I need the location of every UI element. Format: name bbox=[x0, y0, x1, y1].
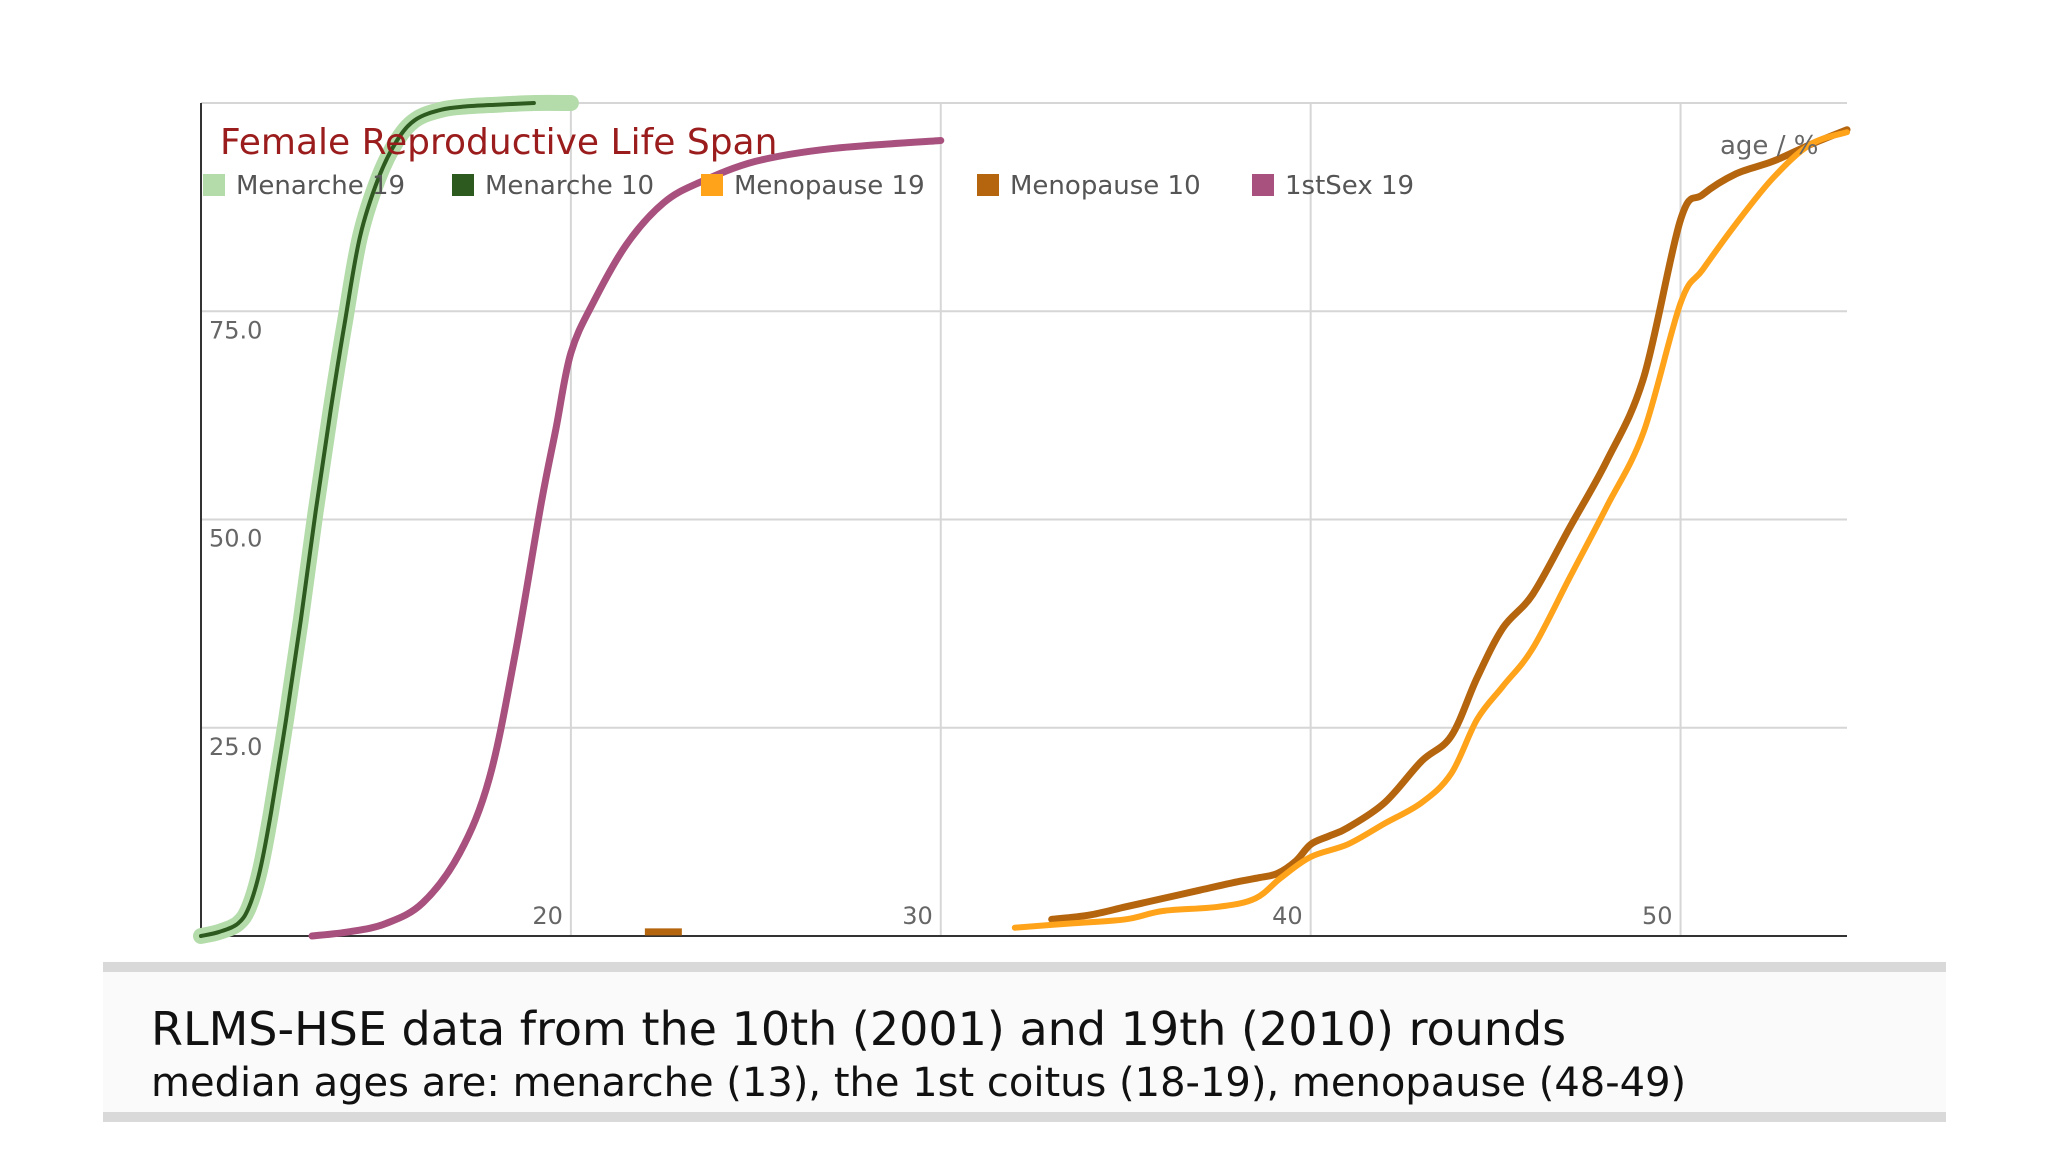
y-tick-label: 25.0 bbox=[209, 733, 262, 761]
legend: Menarche 19 Menarche 10 Menopause 19 Menopa… bbox=[203, 171, 1414, 201]
legend-label: Menopause 19 bbox=[734, 171, 925, 201]
x-tick-label: 40 bbox=[1272, 902, 1303, 930]
legend-label: Menarche 10 bbox=[485, 171, 654, 201]
series-line-menarche-10 bbox=[199, 101, 536, 938]
tick-labels: 20 30 40 50 25.0 50.0 75.0 bbox=[209, 316, 1673, 930]
series-line-menopause-10 bbox=[1048, 126, 1851, 923]
legend-swatch bbox=[977, 174, 999, 196]
series-line-1stsex-19 bbox=[308, 137, 945, 940]
y-tick-label: 50.0 bbox=[209, 525, 262, 553]
series-line-menopause-19 bbox=[1011, 129, 1850, 931]
chart-title: Female Reproductive Life Span bbox=[220, 122, 777, 163]
legend-swatch bbox=[452, 174, 474, 196]
series-lines bbox=[193, 94, 1851, 944]
legend-swatch bbox=[1252, 174, 1274, 196]
legend-label: Menopause 10 bbox=[1010, 171, 1201, 201]
legend-label: Menarche 19 bbox=[236, 171, 405, 201]
axis-unit-note: age / % bbox=[1720, 131, 1818, 161]
y-tick-label: 75.0 bbox=[209, 316, 262, 344]
caption-band: RLMS-HSE data from the 10th (2001) and 1… bbox=[103, 962, 1946, 1122]
x-tick-label: 20 bbox=[532, 902, 563, 930]
x-tick-label: 30 bbox=[902, 902, 933, 930]
caption-subtitle: median ages are: menarche (13), the 1st … bbox=[151, 1060, 1687, 1106]
legend-swatch bbox=[203, 174, 225, 196]
x-tick-label: 50 bbox=[1642, 902, 1673, 930]
legend-label: 1stSex 19 bbox=[1285, 171, 1414, 201]
axes bbox=[200, 103, 1847, 937]
legend-swatch bbox=[701, 174, 723, 196]
caption-title: RLMS-HSE data from the 10th (2001) and 1… bbox=[151, 1002, 1567, 1056]
grid bbox=[201, 102, 1847, 936]
